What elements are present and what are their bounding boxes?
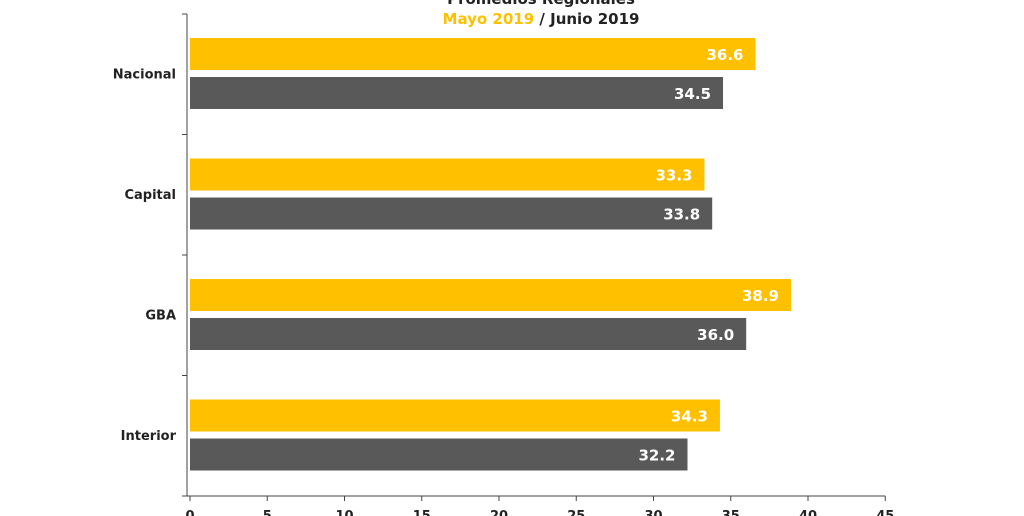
bar — [190, 158, 705, 191]
subtitle-may: Mayo 2019 — [443, 10, 535, 28]
x-tick-label: 30 — [644, 509, 662, 516]
chart-subtitle: Mayo 2019 / Junio 2019 — [443, 10, 640, 28]
data-label: 36.6 — [706, 46, 743, 64]
bar — [190, 279, 792, 311]
axis-layer: 0 5 10 15 20 25 30 35 40 45 Nacional Capital GBA Inte… — [113, 13, 894, 516]
x-tick-label: 40 — [799, 509, 817, 516]
subtitle-junio: Junio 2019 — [549, 10, 639, 28]
x-tick-label: 45 — [876, 509, 894, 516]
chart-title: Promedios Regionales — [447, 0, 635, 8]
data-label: 32.2 — [638, 447, 675, 465]
data-label: 34.5 — [674, 85, 711, 103]
data-label: 33.3 — [655, 167, 692, 185]
data-label: 33.8 — [663, 206, 700, 224]
bar — [190, 197, 713, 230]
data-label: 34.3 — [671, 408, 708, 426]
category-label: Interior — [121, 429, 177, 444]
x-tick-label: 20 — [490, 509, 508, 516]
data-label: 36.0 — [697, 326, 734, 344]
x-tick-label: 10 — [335, 509, 353, 516]
data-label: 38.9 — [742, 287, 779, 305]
x-tick-label: 25 — [567, 509, 585, 516]
bar — [190, 399, 720, 432]
category-label: Capital — [124, 188, 176, 203]
bar — [190, 38, 756, 70]
category-label: GBA — [145, 309, 176, 324]
bar — [190, 438, 688, 471]
category-label: Nacional — [113, 68, 176, 83]
x-tick-label: 0 — [185, 509, 194, 516]
subtitle-separator: / — [534, 10, 550, 28]
bar — [190, 77, 724, 109]
bar — [190, 318, 747, 350]
x-tick-label: 35 — [722, 509, 740, 516]
x-tick-label: 15 — [413, 509, 431, 516]
x-tick-label: 5 — [263, 509, 272, 516]
bars-layer: 36.6 34.5 33.3 33.8 38.9 36.0 34.3 32.2 — [190, 38, 792, 471]
